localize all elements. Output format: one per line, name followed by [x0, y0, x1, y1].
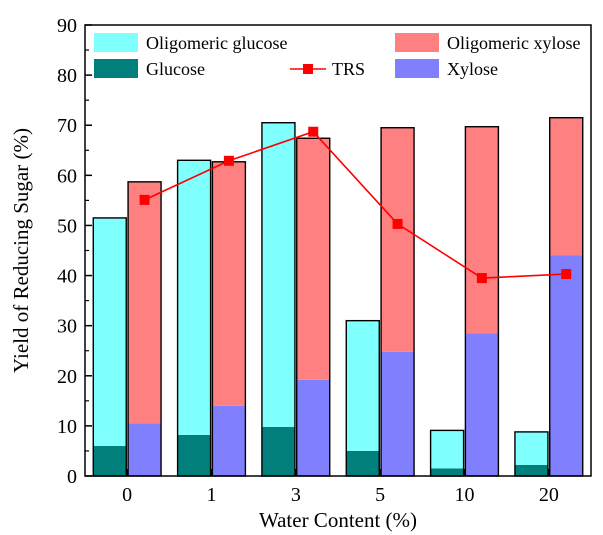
bar-glucose-1 [177, 434, 211, 476]
trs-line [144, 130, 567, 279]
legend-swatch-marker-trs [303, 64, 313, 74]
y-tick-label-60: 60 [57, 165, 77, 187]
trs-point-3 [308, 126, 319, 137]
x-tick-label-20: 20 [539, 484, 559, 506]
bar-glucose-10 [430, 468, 464, 476]
trs-point-10 [476, 273, 487, 284]
bar-oligo_glucose-1 [177, 160, 211, 435]
legend-label-trs: TRS [332, 59, 365, 79]
trs-line-layer [139, 126, 572, 284]
bar-xylose-1 [212, 405, 246, 476]
x-tick-label-0: 0 [122, 484, 132, 506]
y-tick-label-50: 50 [57, 215, 77, 237]
x-tick-label-5: 5 [375, 484, 385, 506]
trs-point-20 [561, 269, 572, 280]
bar-xylose-5 [381, 351, 415, 476]
x-axis: 0 1 3 5 10 20 [122, 469, 559, 506]
bar-xylose-10 [465, 333, 499, 476]
y-tick-label-20: 20 [57, 366, 77, 388]
bar-oligo_glucose-3 [261, 122, 295, 427]
x-tick-label-10: 10 [455, 484, 475, 506]
legend-swatch-xylose [395, 59, 439, 78]
y-tick-label-90: 90 [57, 15, 77, 37]
trs-point-5 [392, 218, 403, 229]
bar-oligo_xylose-0 [128, 181, 162, 424]
bar-oligo_glucose-0 [93, 217, 127, 446]
bar-glucose-3 [261, 426, 295, 476]
y-tick-label-70: 70 [57, 115, 77, 137]
x-tick-label-1: 1 [207, 484, 217, 506]
legend-label-glucose: Glucose [146, 59, 205, 79]
y-axis-title: Yield of Reducing Sugar (%) [9, 128, 33, 373]
legend: Oligomeric glucose Oligomeric xylose Gluco… [94, 33, 580, 79]
bar-oligo_xylose-3 [296, 138, 330, 380]
y-tick-label-80: 80 [57, 65, 77, 87]
y-tick-label-0: 0 [67, 466, 77, 488]
legend-label-oligo_glucose: Oligomeric glucose [146, 33, 287, 53]
y-tick-label-40: 40 [57, 266, 77, 288]
bar-oligo_xylose-10 [465, 126, 499, 334]
bar-oligo_glucose-5 [346, 320, 380, 451]
legend-swatch-oligo_glucose [94, 33, 138, 52]
legend-swatch-glucose [94, 59, 138, 78]
x-axis-title: Water Content (%) [259, 508, 417, 532]
bars-layer [92, 117, 584, 477]
trs-point-1 [223, 155, 234, 166]
bar-xylose-0 [128, 423, 162, 476]
legend-label-oligo_xylose: Oligomeric xylose [447, 33, 580, 53]
bar-glucose-0 [93, 445, 127, 476]
x-tick-label-3: 3 [291, 484, 301, 506]
bar-oligo_glucose-10 [430, 430, 464, 469]
legend-label-xylose: Xylose [447, 59, 498, 79]
y-axis: 0 10 20 30 40 50 60 70 80 90 [57, 15, 92, 488]
bar-glucose-20 [514, 464, 548, 476]
bar-xylose-20 [549, 255, 583, 476]
bar-oligo_glucose-20 [514, 431, 548, 465]
trs-point-0 [139, 194, 150, 205]
y-tick-label-10: 10 [57, 416, 77, 438]
y-tick-label-30: 30 [57, 316, 77, 338]
bar-oligo_xylose-20 [549, 117, 583, 256]
bar-xylose-3 [296, 379, 330, 476]
bar-oligo_xylose-5 [381, 127, 415, 352]
legend-swatch-oligo_xylose [395, 33, 439, 52]
bar-glucose-5 [346, 450, 380, 476]
bar-oligo_xylose-1 [212, 161, 246, 406]
